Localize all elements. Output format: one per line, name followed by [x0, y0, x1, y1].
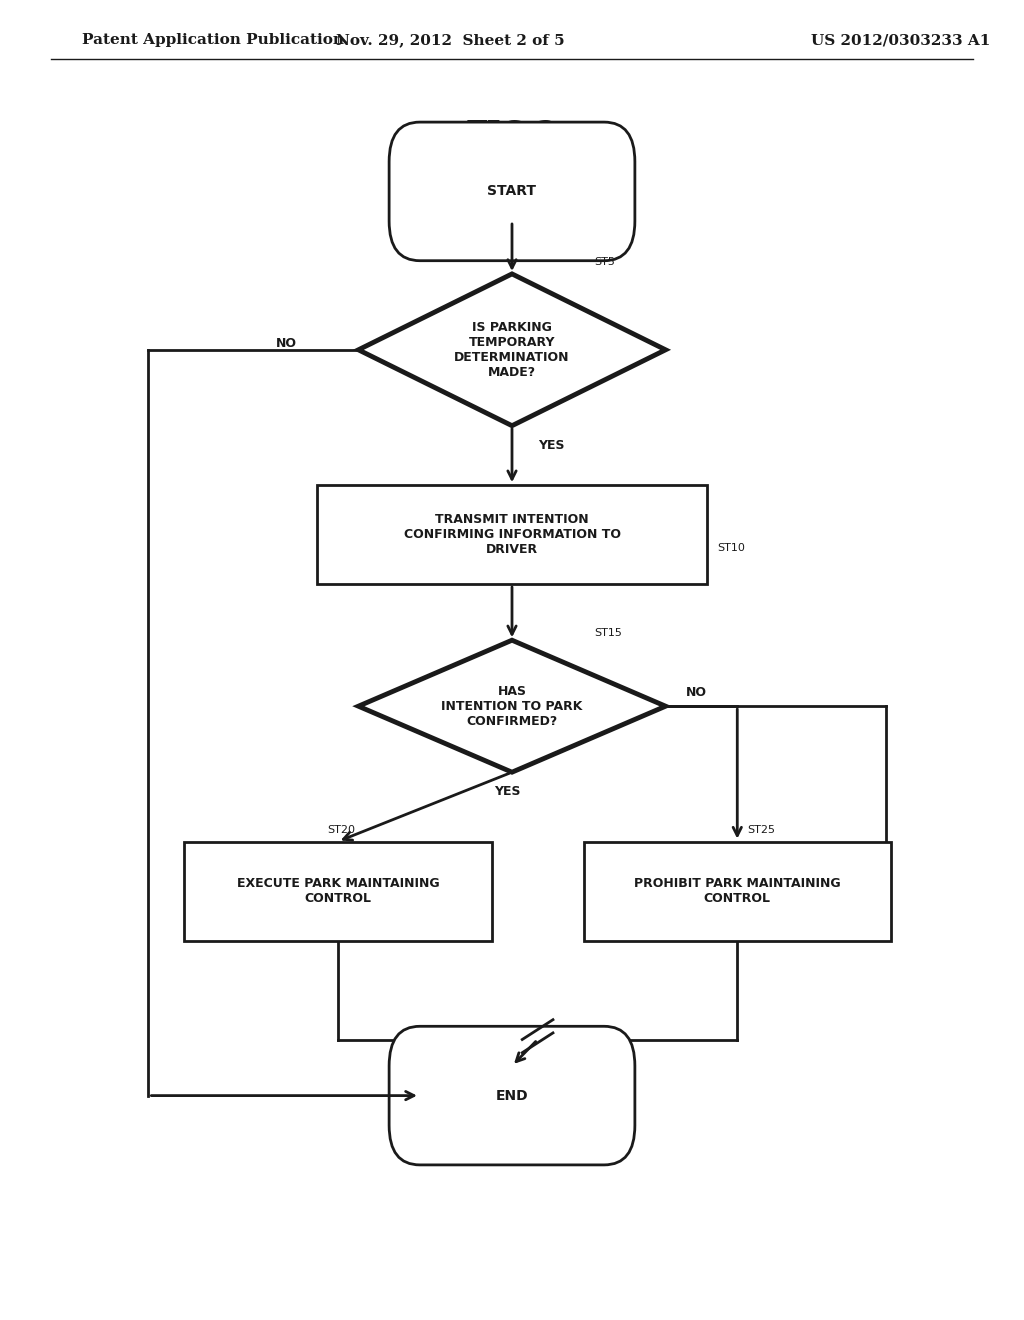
- Text: PROHIBIT PARK MAINTAINING
CONTROL: PROHIBIT PARK MAINTAINING CONTROL: [634, 876, 841, 906]
- Text: ST25: ST25: [748, 825, 775, 836]
- Text: NO: NO: [686, 686, 708, 700]
- Text: END: END: [496, 1089, 528, 1102]
- Text: YES: YES: [494, 785, 520, 799]
- Text: ST5: ST5: [594, 257, 614, 267]
- Text: ST20: ST20: [328, 825, 355, 836]
- Text: TRANSMIT INTENTION
CONFIRMING INFORMATION TO
DRIVER: TRANSMIT INTENTION CONFIRMING INFORMATIO…: [403, 513, 621, 556]
- Polygon shape: [358, 640, 666, 772]
- Text: IS PARKING
TEMPORARY
DETERMINATION
MADE?: IS PARKING TEMPORARY DETERMINATION MADE?: [455, 321, 569, 379]
- Text: FIG.2: FIG.2: [466, 119, 558, 149]
- FancyBboxPatch shape: [389, 1027, 635, 1164]
- FancyBboxPatch shape: [389, 123, 635, 261]
- Text: Nov. 29, 2012  Sheet 2 of 5: Nov. 29, 2012 Sheet 2 of 5: [336, 33, 565, 48]
- Text: START: START: [487, 185, 537, 198]
- Text: YES: YES: [538, 438, 564, 451]
- Text: ST10: ST10: [717, 543, 744, 553]
- Polygon shape: [358, 275, 666, 425]
- Text: NO: NO: [276, 337, 297, 350]
- Text: Patent Application Publication: Patent Application Publication: [82, 33, 344, 48]
- FancyBboxPatch shape: [584, 842, 891, 940]
- Text: US 2012/0303233 A1: US 2012/0303233 A1: [811, 33, 991, 48]
- Text: EXECUTE PARK MAINTAINING
CONTROL: EXECUTE PARK MAINTAINING CONTROL: [237, 876, 439, 906]
- FancyBboxPatch shape: [317, 486, 707, 583]
- Text: ST15: ST15: [594, 627, 622, 638]
- Text: HAS
INTENTION TO PARK
CONFIRMED?: HAS INTENTION TO PARK CONFIRMED?: [441, 685, 583, 727]
- FancyBboxPatch shape: [184, 842, 492, 940]
